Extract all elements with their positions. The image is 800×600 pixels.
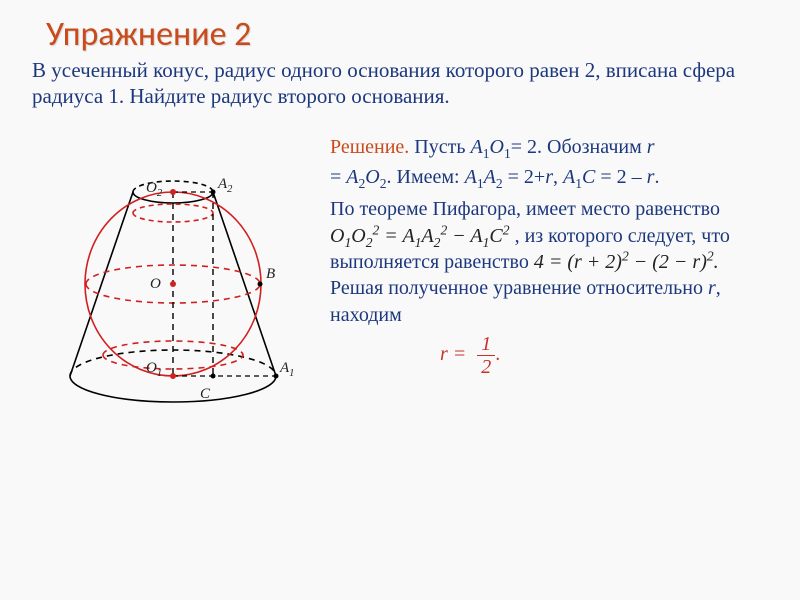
figure-column: O2 A2 B O O1 C A1: [28, 134, 318, 435]
body-row: O2 A2 B O O1 C A1 Решение. Пусть A1O1= 2…: [28, 134, 772, 435]
label-B: B: [266, 266, 275, 282]
label-A2: A2: [217, 176, 233, 195]
cone-sphere-diagram: O2 A2 B O O1 C A1: [28, 150, 318, 430]
label-C: C: [200, 386, 211, 402]
answer: r = 1 2 .: [330, 334, 772, 377]
problem-text: В усеченный конус, радиус одного основан…: [32, 57, 768, 110]
label-O: O: [150, 276, 161, 292]
label-O1: O1: [146, 360, 162, 379]
slide: Упражнение 2 В усеченный конус, радиус о…: [0, 0, 800, 600]
solution-text: Решение. Пусть A1O1= 2. Обозначим r = A2…: [318, 134, 772, 435]
formula-quadratic: 4 = (r + 2)2 − (2 − r)2.: [534, 251, 719, 273]
label-A1: A1: [279, 360, 294, 379]
solution-label: Решение.: [330, 136, 409, 158]
fraction-answer: 1 2: [477, 334, 495, 377]
formula-pythagoras: O1O22 = A1A22 − A1C2: [330, 225, 515, 247]
slide-title: Упражнение 2: [46, 14, 772, 55]
